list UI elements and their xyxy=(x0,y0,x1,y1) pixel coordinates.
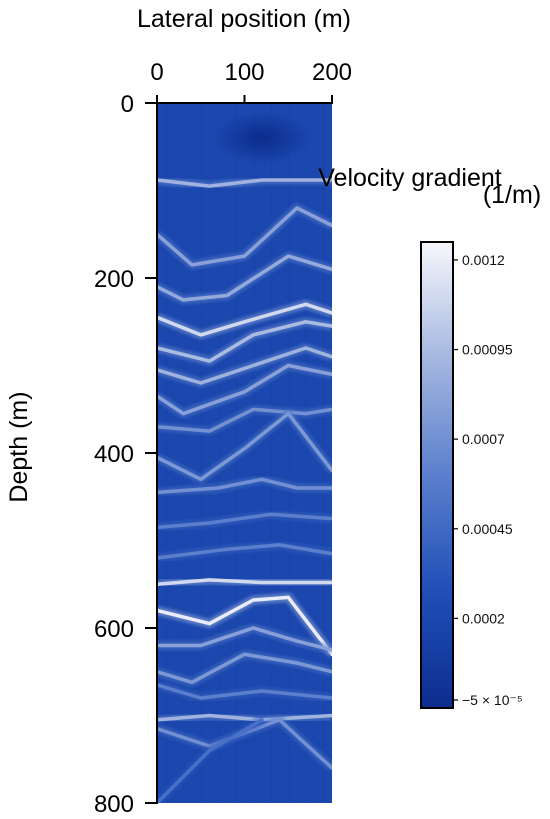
colorbar-unit: (1/m) xyxy=(483,181,541,209)
y-ticks: 0 200 400 600 800 xyxy=(94,91,157,818)
colorbar-title: Velocity gradient xyxy=(318,164,502,192)
colorbar-gradient xyxy=(420,241,454,709)
interface-band xyxy=(157,363,332,416)
interface-band xyxy=(157,713,332,722)
interface-band xyxy=(157,320,332,363)
colorbar: Velocity gradient (1/m) 0.00120.000950.0… xyxy=(318,164,541,709)
interface-band xyxy=(157,254,332,302)
colorbar-tick-label: 0.00045 xyxy=(462,521,513,537)
cell-band xyxy=(288,103,290,803)
x-ticks: 0 100 200 xyxy=(150,59,352,103)
cell-band xyxy=(183,103,185,803)
y-tick-label: 0 xyxy=(121,91,134,118)
y-tick-label: 800 xyxy=(94,791,134,818)
interface-band xyxy=(157,595,332,657)
y-tick-label: 400 xyxy=(94,441,134,468)
cell-band xyxy=(270,103,273,803)
y-axis-title: Depth (m) xyxy=(5,391,33,502)
x-tick-label: 100 xyxy=(224,59,264,86)
cell-band xyxy=(218,103,220,803)
x-tick-label: 200 xyxy=(312,59,352,86)
interface-band xyxy=(157,626,332,652)
y-tick-label: 200 xyxy=(94,266,134,293)
cell-band xyxy=(253,103,255,803)
cell-band xyxy=(165,103,168,803)
interface-band xyxy=(157,302,332,337)
interface-band xyxy=(157,683,332,700)
low-gradient-zone xyxy=(213,111,311,165)
heatmap-panel xyxy=(157,103,332,803)
interface-band xyxy=(157,411,332,482)
colorbar-tick-label: 0.0012 xyxy=(462,252,505,268)
interface-band xyxy=(157,718,264,803)
axes: 0 100 200 0 200 400 600 800 Lateral position (… xyxy=(5,5,352,818)
x-axis-title: Lateral position (m) xyxy=(137,5,351,33)
interface-band xyxy=(157,543,332,560)
interface-band xyxy=(157,477,332,495)
colorbar-tick-label: 0.00095 xyxy=(462,342,513,358)
y-tick-label: 600 xyxy=(94,616,134,643)
interface-band xyxy=(157,512,332,530)
cell-band xyxy=(200,103,203,803)
interface-band xyxy=(157,206,332,267)
interface-band xyxy=(157,578,332,587)
colorbar-tick-label: 0.0007 xyxy=(462,431,505,447)
colorbar-tick-label: 0.0002 xyxy=(462,610,505,626)
colorbar-ticks: 0.0012 0.00095 0.0007 0.00045 0.0002 −5 × 10⁻… xyxy=(453,252,523,708)
interface-band xyxy=(157,346,332,385)
heatmap-layers xyxy=(157,103,332,803)
colorbar-tick-label: −5 × 10⁻⁵ xyxy=(462,692,523,708)
cell-band xyxy=(305,103,308,803)
interface-band xyxy=(157,407,332,433)
x-tick-label: 0 xyxy=(150,59,163,86)
interface-band xyxy=(157,178,332,188)
interface-band xyxy=(157,652,332,685)
